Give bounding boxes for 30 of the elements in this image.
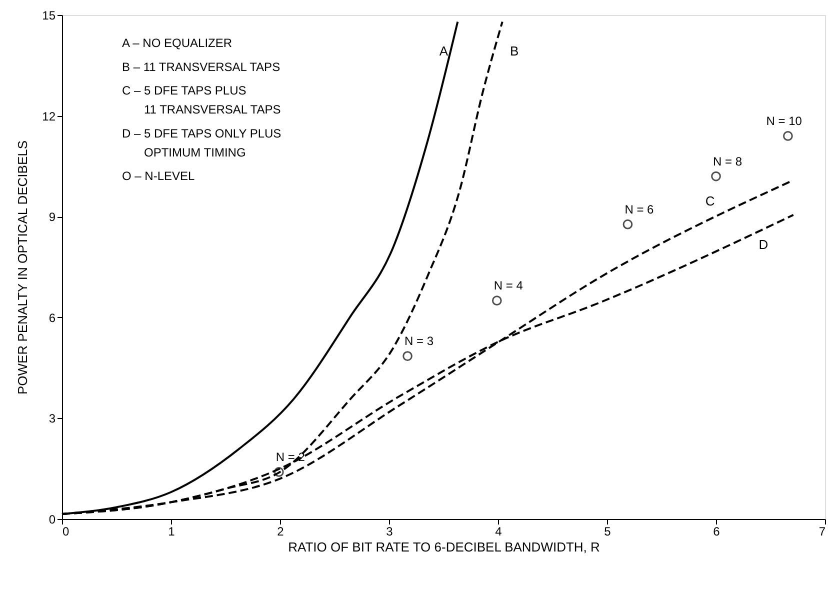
x-tick-label: 1 bbox=[168, 524, 176, 538]
series-label: B bbox=[510, 44, 519, 59]
annotation: N = 6 bbox=[624, 202, 654, 216]
annotation: N = 4 bbox=[494, 278, 524, 293]
annotation: B – 11 TRANSVERSAL TAPS bbox=[122, 60, 280, 74]
y-tick-label: 9 bbox=[48, 210, 56, 224]
annotation: N = 10 bbox=[766, 114, 802, 128]
annotation: N = 3 bbox=[404, 334, 434, 348]
x-axis-title: RATIO OF BIT RATE TO 6-DECIBEL BANDWIDTH, R bbox=[288, 540, 600, 554]
x-tick-label: 6 bbox=[713, 524, 720, 538]
x-tick-label: 0 bbox=[62, 524, 70, 538]
x-tick-label: 5 bbox=[604, 524, 612, 538]
x-tick-label: 2 bbox=[277, 524, 284, 538]
y-tick-label: 0 bbox=[48, 512, 56, 526]
series-label: C bbox=[705, 194, 715, 209]
series-label: D bbox=[758, 236, 768, 252]
annotation: D – 5 DFE TAPS ONLY PLUS OPTIMUM TIMING bbox=[122, 126, 282, 160]
y-tick-label: 12 bbox=[42, 109, 56, 124]
annotation: O – N-LEVEL bbox=[122, 169, 196, 183]
x-tick-label: 7 bbox=[818, 524, 826, 538]
annotation: C – 5 DFE TAPS PLUS 11 TRANSVERSAL TAPS bbox=[122, 84, 281, 116]
y-tick-label: 15 bbox=[42, 8, 56, 22]
y-axis-title: POWER PENALTY IN OPTICAL DECIBELS bbox=[15, 140, 30, 395]
y-tick-label: 3 bbox=[48, 412, 56, 426]
annotation: A – NO EQUALIZER bbox=[122, 36, 232, 50]
annotation: N = 8 bbox=[713, 154, 742, 168]
y-tick-label: 6 bbox=[48, 310, 56, 325]
x-tick-label: 4 bbox=[495, 524, 502, 538]
series-label: A bbox=[439, 44, 448, 59]
x-tick-label: 3 bbox=[386, 524, 394, 538]
